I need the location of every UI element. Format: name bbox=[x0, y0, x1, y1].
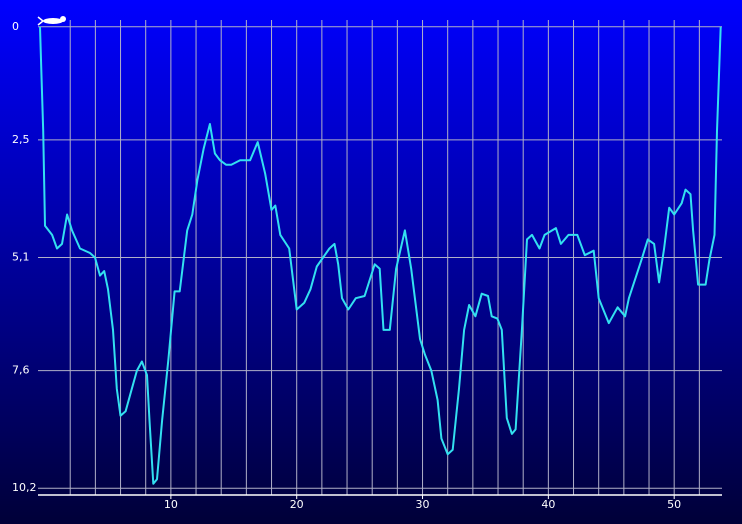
diver-icon bbox=[37, 16, 66, 26]
depth-line bbox=[39, 26, 722, 485]
y-tick-label: 5,1 bbox=[12, 251, 30, 264]
x-tick-label: 30 bbox=[416, 498, 430, 511]
y-tick-label: 0 bbox=[12, 20, 19, 33]
x-tick-label: 50 bbox=[667, 498, 681, 511]
x-tick-label: 10 bbox=[164, 498, 178, 511]
y-tick-label: 7,6 bbox=[12, 364, 30, 377]
y-tick-label: 10,2 bbox=[12, 481, 37, 494]
x-tick-label: 40 bbox=[541, 498, 555, 511]
y-tick-label: 2,5 bbox=[12, 133, 30, 146]
x-tick-label: 20 bbox=[290, 498, 304, 511]
